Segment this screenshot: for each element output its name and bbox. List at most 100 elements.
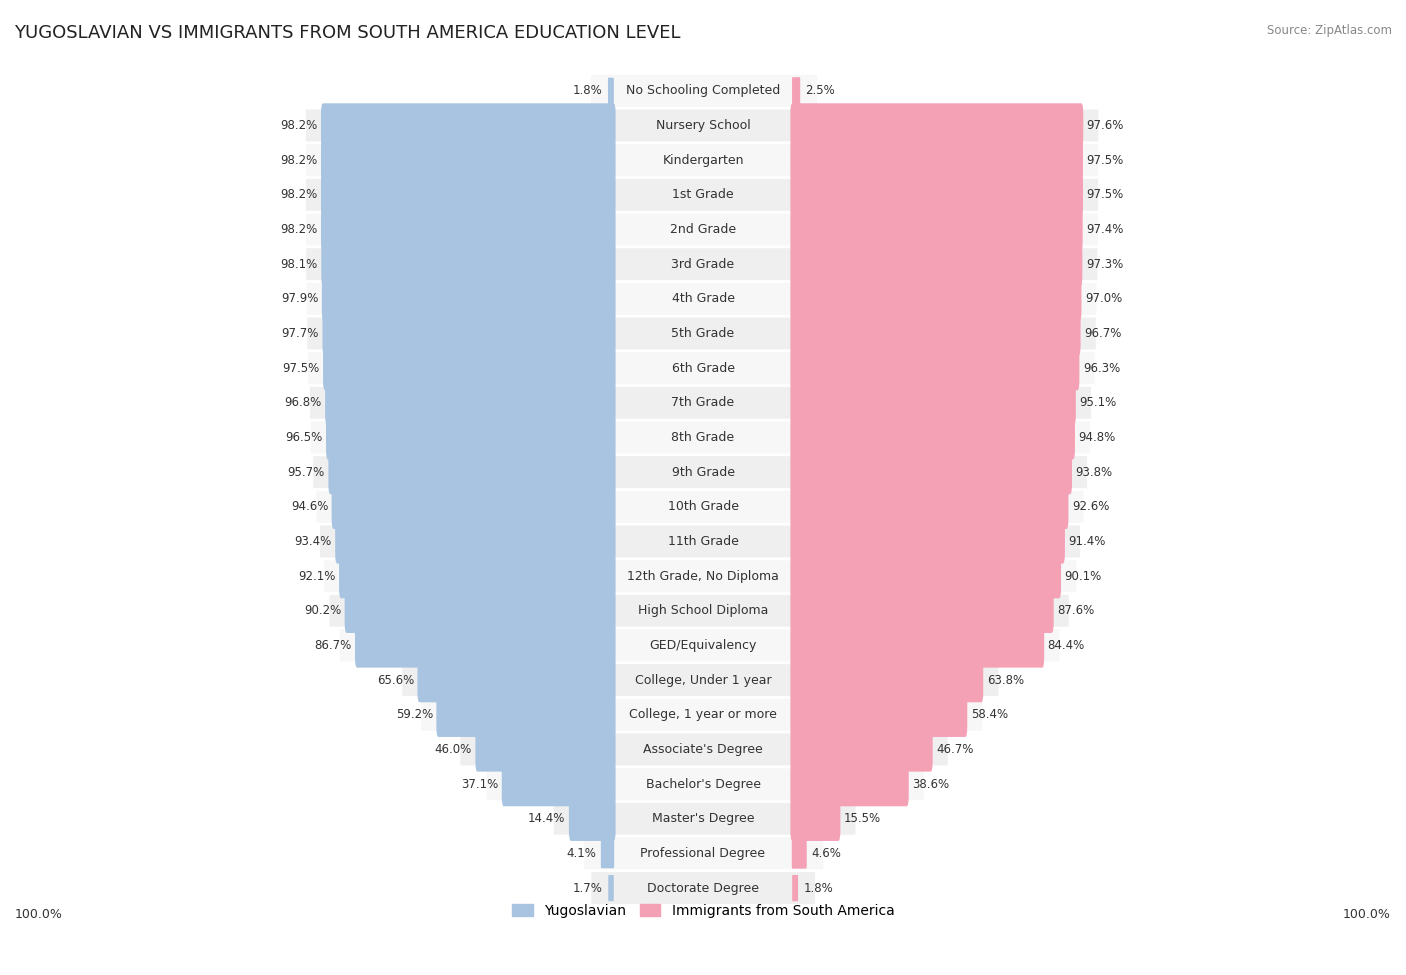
FancyBboxPatch shape [335,520,616,564]
Text: 14.4%: 14.4% [529,812,565,825]
Text: 97.9%: 97.9% [281,292,318,305]
Text: 15.5%: 15.5% [844,812,882,825]
Text: 58.4%: 58.4% [970,708,1008,722]
FancyBboxPatch shape [790,346,1080,390]
Text: 90.2%: 90.2% [304,604,342,617]
FancyBboxPatch shape [307,144,1098,176]
FancyBboxPatch shape [436,692,616,737]
FancyBboxPatch shape [323,346,616,390]
FancyBboxPatch shape [790,173,1083,217]
FancyBboxPatch shape [325,380,616,425]
FancyBboxPatch shape [329,595,1069,627]
Text: 97.3%: 97.3% [1085,257,1123,271]
Text: 5th Grade: 5th Grade [672,327,734,340]
Text: 6th Grade: 6th Grade [672,362,734,374]
FancyBboxPatch shape [475,727,616,771]
FancyBboxPatch shape [321,173,616,217]
FancyBboxPatch shape [790,485,1069,529]
Text: 46.0%: 46.0% [434,743,472,756]
Text: 96.8%: 96.8% [284,396,322,410]
FancyBboxPatch shape [790,692,967,737]
Text: Source: ZipAtlas.com: Source: ZipAtlas.com [1267,24,1392,37]
FancyBboxPatch shape [307,178,1098,211]
FancyBboxPatch shape [308,318,1095,349]
Text: YUGOSLAVIAN VS IMMIGRANTS FROM SOUTH AMERICA EDUCATION LEVEL: YUGOSLAVIAN VS IMMIGRANTS FROM SOUTH AME… [14,24,681,42]
FancyBboxPatch shape [322,311,616,356]
Text: Professional Degree: Professional Degree [641,847,765,860]
FancyBboxPatch shape [460,733,948,765]
Text: 97.0%: 97.0% [1085,292,1122,305]
FancyBboxPatch shape [790,623,1045,668]
Text: 11th Grade: 11th Grade [668,535,738,548]
FancyBboxPatch shape [316,490,1084,523]
Text: 98.1%: 98.1% [281,257,318,271]
Text: 12th Grade, No Diploma: 12th Grade, No Diploma [627,569,779,583]
Text: 38.6%: 38.6% [912,778,949,791]
Text: 93.4%: 93.4% [294,535,332,548]
FancyBboxPatch shape [354,623,616,668]
FancyBboxPatch shape [402,664,998,696]
FancyBboxPatch shape [321,208,616,252]
Text: 3rd Grade: 3rd Grade [672,257,734,271]
FancyBboxPatch shape [792,838,807,869]
Text: 4.1%: 4.1% [567,847,596,860]
FancyBboxPatch shape [790,554,1062,599]
FancyBboxPatch shape [790,449,1071,494]
FancyBboxPatch shape [790,277,1081,321]
Text: College, 1 year or more: College, 1 year or more [628,708,778,722]
Text: 46.7%: 46.7% [936,743,973,756]
FancyBboxPatch shape [418,658,616,702]
FancyBboxPatch shape [609,875,614,901]
Text: 10th Grade: 10th Grade [668,500,738,513]
Text: 1.8%: 1.8% [803,881,832,895]
FancyBboxPatch shape [790,727,932,771]
Text: 98.2%: 98.2% [280,223,318,236]
FancyBboxPatch shape [502,761,616,806]
FancyBboxPatch shape [790,520,1064,564]
FancyBboxPatch shape [332,485,616,529]
FancyBboxPatch shape [344,589,616,633]
Text: 63.8%: 63.8% [987,674,1024,686]
FancyBboxPatch shape [585,838,824,870]
Text: 2.5%: 2.5% [806,84,835,98]
FancyBboxPatch shape [309,387,1091,418]
FancyBboxPatch shape [607,78,614,104]
FancyBboxPatch shape [592,873,815,904]
Text: 4.6%: 4.6% [811,847,841,860]
FancyBboxPatch shape [308,352,1094,384]
FancyBboxPatch shape [790,208,1083,252]
FancyBboxPatch shape [339,554,616,599]
FancyBboxPatch shape [569,797,616,841]
FancyBboxPatch shape [790,589,1053,633]
FancyBboxPatch shape [340,630,1059,661]
Text: 94.6%: 94.6% [291,500,328,513]
FancyBboxPatch shape [790,761,908,806]
FancyBboxPatch shape [591,75,817,107]
FancyBboxPatch shape [790,311,1081,356]
Text: No Schooling Completed: No Schooling Completed [626,84,780,98]
Text: 4th Grade: 4th Grade [672,292,734,305]
FancyBboxPatch shape [792,875,799,901]
Text: High School Diploma: High School Diploma [638,604,768,617]
Text: 86.7%: 86.7% [315,639,352,652]
Text: 59.2%: 59.2% [395,708,433,722]
Text: 98.2%: 98.2% [280,119,318,132]
FancyBboxPatch shape [790,103,1083,147]
FancyBboxPatch shape [790,380,1076,425]
Text: 94.8%: 94.8% [1078,431,1115,444]
Text: Doctorate Degree: Doctorate Degree [647,881,759,895]
FancyBboxPatch shape [307,214,1098,246]
Text: Nursery School: Nursery School [655,119,751,132]
Text: 1.7%: 1.7% [574,881,603,895]
Text: 65.6%: 65.6% [377,674,413,686]
FancyBboxPatch shape [329,449,616,494]
FancyBboxPatch shape [322,277,616,321]
Text: College, Under 1 year: College, Under 1 year [634,674,772,686]
Text: 92.1%: 92.1% [298,569,336,583]
Text: 96.7%: 96.7% [1084,327,1122,340]
Text: Bachelor's Degree: Bachelor's Degree [645,778,761,791]
FancyBboxPatch shape [322,242,616,287]
FancyBboxPatch shape [326,415,616,459]
Legend: Yugoslavian, Immigrants from South America: Yugoslavian, Immigrants from South Ameri… [506,898,900,923]
Text: 97.7%: 97.7% [281,327,319,340]
